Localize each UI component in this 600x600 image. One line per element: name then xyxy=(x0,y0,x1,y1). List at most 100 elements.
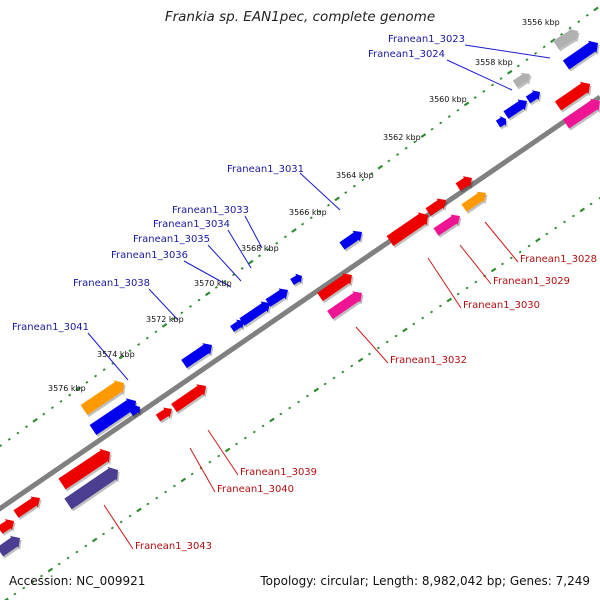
tick-mark xyxy=(217,454,221,458)
gene-label[interactable]: Franean1_3030 xyxy=(463,300,540,311)
gene-label[interactable]: Franean1_3033 xyxy=(172,205,249,216)
tick-mark xyxy=(57,562,61,566)
tick-mark xyxy=(214,286,218,289)
kbp-marker: 3574 kbp xyxy=(97,350,135,359)
tick-mark xyxy=(235,442,239,446)
gene-label[interactable]: Franean1_3041 xyxy=(12,322,89,333)
gene-label[interactable]: Franean1_3036 xyxy=(111,250,188,261)
tick-mark xyxy=(334,196,340,202)
gene-arrow xyxy=(230,319,244,332)
tick-mark xyxy=(91,537,98,543)
kbp-marker: 3558 kbp xyxy=(475,58,513,67)
leader-line xyxy=(427,257,462,309)
gene-arrow xyxy=(171,384,206,413)
gene-arrow xyxy=(386,212,428,246)
kbp-marker: 3564 kbp xyxy=(336,171,374,180)
gene-label[interactable]: Franean1_3035 xyxy=(133,234,210,245)
kbp-marker: 3566 kbp xyxy=(289,208,327,217)
tick-mark xyxy=(146,502,150,506)
tick-mark xyxy=(154,330,158,334)
gene-arrow xyxy=(455,176,472,191)
tick-mark xyxy=(248,259,254,265)
tick-mark xyxy=(283,235,287,239)
tick-mark xyxy=(456,108,460,112)
tick-mark xyxy=(313,387,320,393)
leader-line xyxy=(207,244,242,282)
tick-mark xyxy=(22,586,26,590)
tick-mark xyxy=(145,336,149,340)
tick-mark xyxy=(344,191,348,194)
tick-mark xyxy=(361,178,365,182)
tick-mark xyxy=(188,305,192,308)
tick-mark xyxy=(197,298,201,302)
tick-mark xyxy=(447,115,451,119)
leader-line xyxy=(183,260,232,288)
kbp-marker: 3562 kbp xyxy=(383,133,421,142)
tick-mark xyxy=(16,431,20,435)
kbp-marker: 3556 kbp xyxy=(522,18,560,27)
tick-mark xyxy=(297,400,301,404)
gene-arrow xyxy=(239,301,270,326)
gene-arrow xyxy=(129,404,140,416)
kbp-marker: 3576 kbp xyxy=(48,384,86,393)
tick-mark xyxy=(128,349,132,353)
tick-mark xyxy=(474,280,478,284)
tick-mark xyxy=(559,32,563,36)
tick-mark xyxy=(396,153,400,156)
tick-mark xyxy=(59,399,63,403)
gene-arrow xyxy=(290,273,302,286)
gene-arrow xyxy=(89,398,136,435)
kbp-marker: 3570 kbp xyxy=(194,279,232,288)
tick-mark xyxy=(240,267,244,270)
leader-line xyxy=(148,288,179,321)
tick-mark xyxy=(585,13,589,17)
tick-mark xyxy=(171,317,175,321)
gene-label[interactable]: Franean1_3029 xyxy=(493,276,570,287)
gene-label[interactable]: Franean1_3032 xyxy=(390,355,467,366)
gene-arrow xyxy=(80,380,124,415)
tick-mark xyxy=(180,311,184,315)
leader-line xyxy=(227,229,252,269)
tick-mark xyxy=(535,237,541,243)
gene-label[interactable]: Franean1_3043 xyxy=(135,541,212,552)
tick-mark xyxy=(550,38,556,44)
gene-arrow xyxy=(562,40,598,70)
gene-arrow xyxy=(495,115,506,128)
leader-line xyxy=(459,244,492,285)
tick-mark xyxy=(25,425,29,429)
tick-mark xyxy=(518,250,522,254)
tick-mark xyxy=(164,490,168,494)
gene-label[interactable]: Franean1_3024 xyxy=(368,49,445,60)
gene-label[interactable]: Franean1_3034 xyxy=(153,219,230,230)
gene-arrow xyxy=(553,28,578,50)
tick-mark xyxy=(136,507,142,513)
gene-arrow xyxy=(562,98,600,129)
gene-label[interactable]: Franean1_3028 xyxy=(520,254,597,265)
tick-mark xyxy=(490,83,494,87)
tick-mark xyxy=(438,304,442,308)
gene-arrow xyxy=(512,72,530,88)
genome-summary-text: Topology: circular; Length: 8,982,042 bp… xyxy=(260,574,590,588)
tick-tracks xyxy=(0,6,600,600)
tick-mark xyxy=(377,164,384,170)
tick-mark xyxy=(421,316,425,320)
gene-label[interactable]: Franean1_3023 xyxy=(388,34,465,45)
tick-mark xyxy=(500,262,504,266)
tick-mark xyxy=(439,121,443,125)
tick-mark xyxy=(554,226,558,230)
tick-mark xyxy=(430,127,434,131)
tick-mark xyxy=(412,322,416,326)
tick-mark xyxy=(499,77,503,81)
tick-mark xyxy=(224,447,231,453)
tick-mark xyxy=(279,412,283,416)
gene-label[interactable]: Franean1_3039 xyxy=(240,467,317,478)
gene-label[interactable]: Franean1_3031 xyxy=(227,164,304,175)
tick-mark xyxy=(376,346,380,350)
gene-label[interactable]: Franean1_3040 xyxy=(217,484,294,495)
tick-mark xyxy=(301,222,305,226)
tick-mark xyxy=(75,386,82,392)
tick-mark xyxy=(243,436,247,440)
gene-label[interactable]: Franean1_3038 xyxy=(73,278,150,289)
tick-mark xyxy=(119,520,123,524)
